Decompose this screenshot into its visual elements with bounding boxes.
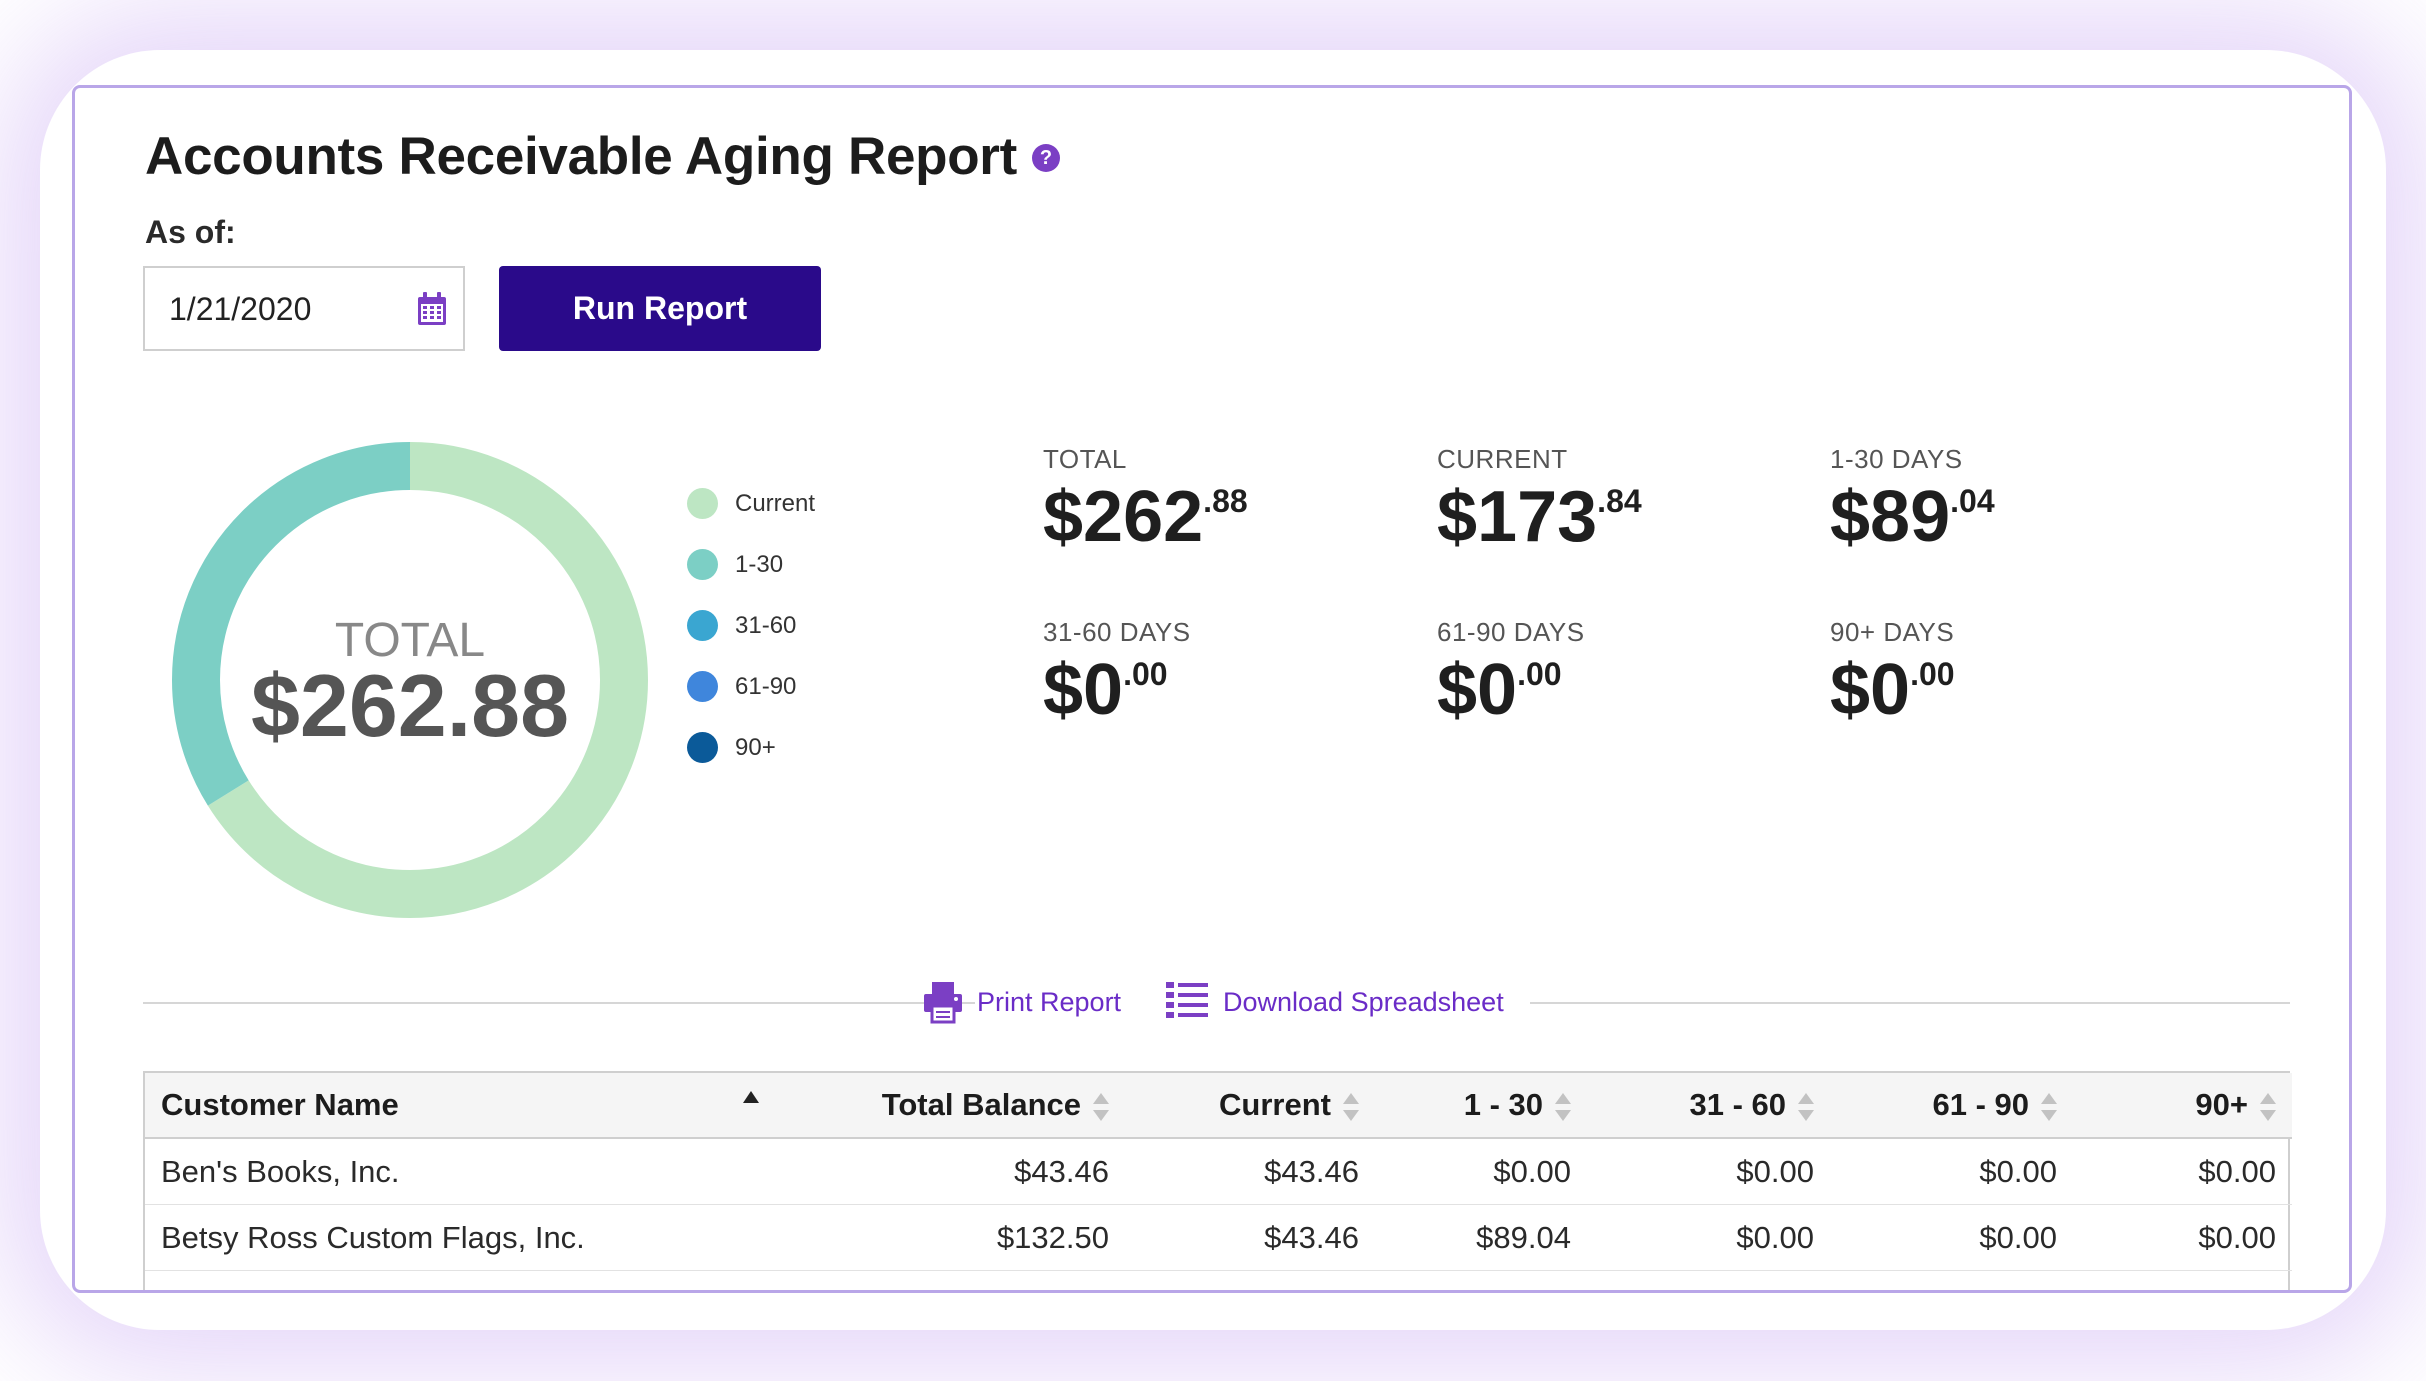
cell-1-30: $0.00	[1375, 1138, 1587, 1205]
column-header-customer-name[interactable]: Customer Name	[145, 1073, 795, 1139]
stat-value: $262.88	[1043, 477, 1248, 557]
stat-label: 61-90 DAYS	[1437, 617, 1585, 647]
cell-customer-name[interactable]: Betsy Ross Custom Flags, Inc.	[145, 1204, 795, 1271]
stat-label: TOTAL	[1043, 444, 1127, 474]
stat-value: $173.84	[1437, 477, 1642, 557]
table-row[interactable]: Betsy Ross Custom Flags, Inc. $132.50 $4…	[145, 1204, 2292, 1271]
cell-current: $43.46	[1125, 1204, 1375, 1271]
legend-swatch	[687, 488, 718, 519]
cell-90-plus: $0.00	[2073, 1204, 2292, 1271]
legend-label: 1-30	[735, 550, 784, 578]
run-report-button[interactable]: Run Report	[499, 266, 821, 351]
cell-total-balance: $43.46	[795, 1138, 1125, 1205]
column-header-1-30[interactable]: 1 - 30	[1375, 1073, 1587, 1139]
stat-label: 1-30 DAYS	[1830, 444, 1963, 474]
download-spreadsheet-link[interactable]: Download Spreadsheet	[1165, 980, 1504, 1024]
cell-61-90: $0.00	[1830, 1138, 2073, 1205]
legend-label: 90+	[735, 733, 776, 761]
donut-center-label: TOTAL	[334, 613, 486, 667]
legend-label: Current	[735, 489, 816, 517]
divider-right	[1530, 1002, 2290, 1004]
donut-center: TOTAL $262.88	[170, 440, 650, 920]
legend-swatch	[687, 610, 718, 641]
cell-31-60: $0.00	[1587, 1204, 1830, 1271]
stat-value: $89.04	[1830, 477, 1995, 557]
sort-icon[interactable]	[2041, 1092, 2057, 1121]
donut-center-value: $262.88	[250, 655, 570, 755]
legend-swatch	[687, 732, 718, 763]
aging-donut-chart	[172, 442, 648, 918]
stat-label: 31-60 DAYS	[1043, 617, 1191, 647]
report-card: Accounts Receivable Aging Report ? As of…	[72, 85, 2352, 1293]
column-header-31-60[interactable]: 31 - 60	[1587, 1073, 1830, 1139]
legend-swatch	[687, 549, 718, 580]
sort-icon[interactable]	[1798, 1092, 1814, 1121]
table-row[interactable]: Ben's Books, Inc. $43.46 $43.46 $0.00 $0…	[145, 1138, 2292, 1205]
cell-total-balance: $132.50	[795, 1204, 1125, 1271]
stat-value: $0.00	[1830, 650, 1955, 730]
printer-icon	[924, 982, 962, 1024]
stat-value: $0.00	[1437, 650, 1562, 730]
cell-customer-name[interactable]: Ben's Books, Inc.	[145, 1138, 795, 1205]
stat-1-30-days: 1-30 DAYS $89.04	[1830, 444, 1995, 553]
question-icon[interactable]: ?	[1032, 144, 1060, 172]
sort-icon[interactable]	[1093, 1092, 1109, 1121]
cell-61-90: $0.00	[1830, 1204, 2073, 1271]
column-header-61-90[interactable]: 61 - 90	[1830, 1073, 2073, 1139]
sort-icon[interactable]	[2260, 1092, 2276, 1121]
chart-legend: Current 1-30 31-60 61-90 90+	[687, 473, 815, 778]
table-row-partial	[145, 1270, 2292, 1290]
cell-current: $43.46	[1125, 1138, 1375, 1205]
stat-current: CURRENT $173.84	[1437, 444, 1642, 553]
list-icon	[1166, 982, 1208, 1018]
stat-label: CURRENT	[1437, 444, 1568, 474]
legend-item-61-90: 61-90	[687, 656, 815, 717]
table-header-row: Customer Name Total Balance Current 1 - …	[145, 1073, 2292, 1139]
column-header-90-plus[interactable]: 90+	[2073, 1073, 2292, 1139]
stat-90-plus-days: 90+ DAYS $0.00	[1830, 617, 1955, 726]
legend-item-current: Current	[687, 473, 815, 534]
cell-1-30: $89.04	[1375, 1204, 1587, 1271]
aging-table: Customer Name Total Balance Current 1 - …	[143, 1071, 2292, 1290]
print-report-link[interactable]: Print Report	[923, 980, 1121, 1024]
cell-31-60: $0.00	[1587, 1138, 1830, 1205]
legend-swatch	[687, 671, 718, 702]
column-header-total-balance[interactable]: Total Balance	[795, 1073, 1125, 1139]
as-of-date-field[interactable]	[143, 266, 465, 351]
legend-label: 31-60	[735, 611, 797, 639]
legend-item-90-plus: 90+	[687, 717, 815, 778]
print-report-label[interactable]: Print Report	[977, 986, 1122, 1017]
download-spreadsheet-label[interactable]: Download Spreadsheet	[1223, 986, 1504, 1017]
sort-icon[interactable]	[1343, 1092, 1359, 1121]
donut-slice-1-30	[172, 442, 648, 918]
divider-left	[143, 1002, 975, 1004]
legend-item-1-30: 1-30	[687, 534, 815, 595]
stat-total: TOTAL $262.88	[1043, 444, 1248, 553]
stat-61-90-days: 61-90 DAYS $0.00	[1437, 617, 1585, 726]
legend-item-31-60: 31-60	[687, 595, 815, 656]
legend-label: 61-90	[735, 672, 797, 700]
stat-31-60-days: 31-60 DAYS $0.00	[1043, 617, 1191, 726]
calendar-icon[interactable]	[417, 292, 447, 326]
sort-ascending-icon[interactable]	[743, 1091, 759, 1103]
stat-label: 90+ DAYS	[1830, 617, 1955, 647]
page-title: Accounts Receivable Aging Report	[145, 127, 1017, 186]
stat-value: $0.00	[1043, 650, 1168, 730]
as-of-date-input[interactable]	[167, 284, 401, 334]
as-of-label: As of:	[145, 214, 236, 250]
column-header-current[interactable]: Current	[1125, 1073, 1375, 1139]
cell-90-plus: $0.00	[2073, 1138, 2292, 1205]
sort-icon[interactable]	[1555, 1092, 1571, 1121]
